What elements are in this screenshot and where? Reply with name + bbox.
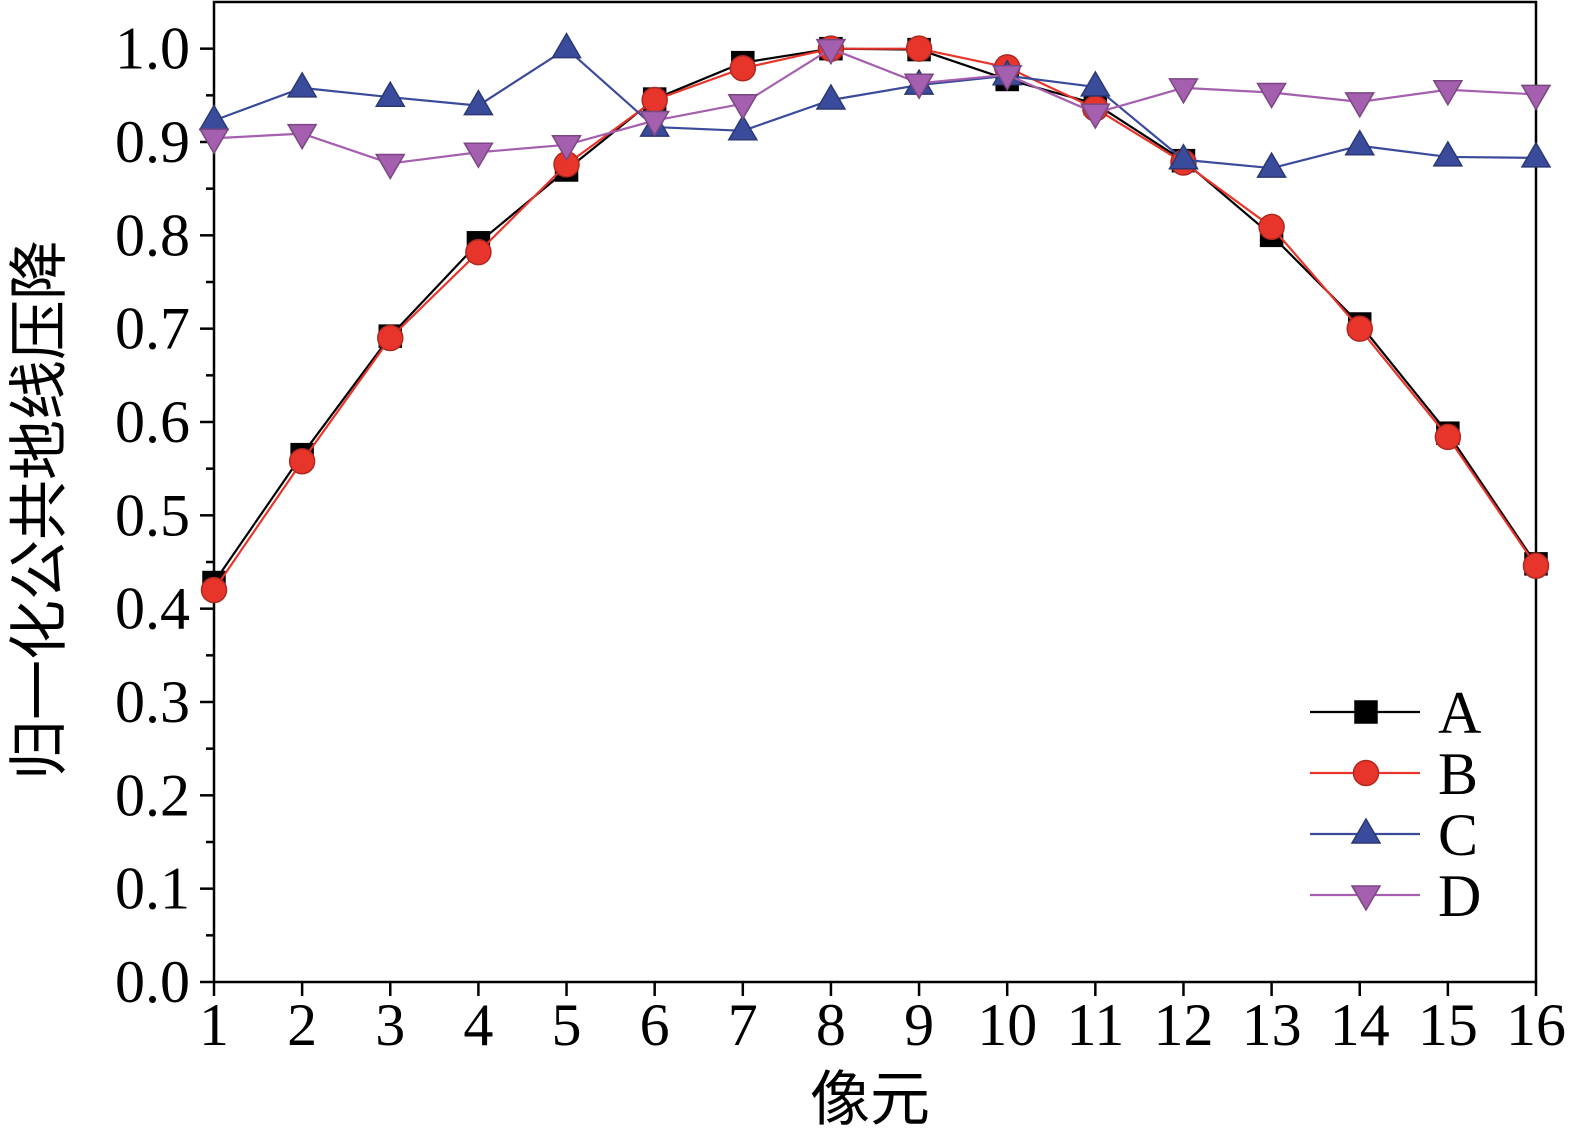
x-tick-label: 3 <box>375 992 405 1058</box>
series-A <box>202 36 1548 595</box>
series-B-point-3 <box>377 324 404 352</box>
x-axis: 1 2 3 4 5 6 7 8 9 10 11 12 13 14 15 16 <box>199 982 1566 1058</box>
series-C-point-11 <box>1080 70 1111 97</box>
legend-marker-B <box>1352 759 1380 787</box>
series-C-point-16 <box>1520 141 1552 168</box>
y-tick-label: 0.8 <box>115 202 190 268</box>
y-tick-label: 0.3 <box>115 669 190 735</box>
y-axis: 0.0 0.1 0.2 0.3 0.4 0.5 0.6 0.7 0.8 0.9 1.0 <box>115 16 214 1015</box>
legend-item-B: B <box>1310 741 1478 807</box>
x-tick-label: 6 <box>640 992 670 1058</box>
y-tick-label: 0.0 <box>115 949 190 1015</box>
series-C-line <box>213 47 1537 170</box>
x-tick-label: 11 <box>1066 992 1124 1058</box>
x-tick-label: 13 <box>1242 992 1302 1058</box>
series-D-point-3 <box>374 153 406 180</box>
series-C-point-15 <box>1432 140 1464 167</box>
legend-label-D: D <box>1438 863 1481 929</box>
legend-item-C: C <box>1310 802 1478 868</box>
series-B <box>200 35 1550 604</box>
legend-label-C: C <box>1438 802 1478 868</box>
series-B-line <box>213 47 1537 591</box>
y-axis-label: 归一化公共地线压降 <box>7 240 73 780</box>
series-B-point-7 <box>729 55 757 82</box>
series-C-point-12 <box>1168 143 1199 170</box>
y-tick-label: 0.6 <box>115 389 190 455</box>
series-D-line <box>213 47 1537 165</box>
series-C-point-5 <box>551 32 582 59</box>
x-tick-label: 16 <box>1506 992 1566 1058</box>
series-B-point-16 <box>1522 552 1550 579</box>
series-B-point-9 <box>905 35 933 62</box>
series-D-point-15 <box>1432 79 1464 107</box>
x-tick-label: 4 <box>463 992 493 1058</box>
series-B-point-6 <box>641 86 668 114</box>
x-tick-label: 2 <box>287 992 317 1058</box>
legend-item-D: D <box>1310 863 1481 929</box>
x-tick-label: 7 <box>728 992 758 1058</box>
x-tick-label: 14 <box>1330 992 1390 1058</box>
series-B-point-13 <box>1258 213 1285 241</box>
series-B-point-2 <box>288 447 316 475</box>
y-tick-label: 0.2 <box>115 762 190 828</box>
series-D-point-2 <box>286 123 318 151</box>
series-D-point-14 <box>1344 92 1376 119</box>
series-D-point-8 <box>815 38 847 66</box>
series-B-point-1 <box>200 576 228 604</box>
series-D-point-9 <box>903 73 935 100</box>
x-tick-label: 10 <box>977 992 1037 1058</box>
series-D-point-12 <box>1168 78 1199 105</box>
x-axis-label: 像元 <box>810 1067 930 1133</box>
legend-marker-A <box>1354 700 1378 724</box>
legend-item-A: A <box>1310 680 1481 746</box>
series-D-point-5 <box>551 135 582 162</box>
series-C-point-4 <box>463 89 494 116</box>
plot-frame <box>212 0 1538 984</box>
x-tick-label: 1 <box>199 992 229 1058</box>
series-C-point-2 <box>286 71 318 98</box>
series-C-point-8 <box>815 83 847 110</box>
y-tick-label: 0.9 <box>115 109 190 175</box>
series-D-point-10 <box>991 65 1023 92</box>
x-tick-label: 15 <box>1418 992 1478 1058</box>
y-tick-label: 0.4 <box>115 576 190 642</box>
plot-series <box>198 32 1552 604</box>
y-tick-label: 0.1 <box>115 856 190 922</box>
series-C-point-7 <box>727 114 759 141</box>
series-D <box>198 38 1552 180</box>
y-tick-label: 0.7 <box>115 296 190 362</box>
series-B-point-14 <box>1346 315 1373 342</box>
series-D-point-6 <box>639 110 670 138</box>
x-tick-label: 9 <box>904 992 934 1058</box>
series-D-point-11 <box>1080 103 1111 130</box>
series-C-point-14 <box>1344 129 1376 156</box>
series-C-point-3 <box>374 80 406 107</box>
x-tick-label: 8 <box>816 992 846 1058</box>
legend-marker-D <box>1350 885 1382 912</box>
series-D-point-16 <box>1520 84 1552 111</box>
legend-label-A: A <box>1438 680 1481 746</box>
x-tick-label: 12 <box>1153 992 1213 1058</box>
series-B-point-4 <box>465 238 492 266</box>
series-D-point-13 <box>1256 82 1287 110</box>
series-C-point-13 <box>1256 151 1287 178</box>
x-tick-label: 5 <box>552 992 582 1058</box>
y-tick-label: 1.0 <box>115 16 190 82</box>
legend-label-B: B <box>1438 741 1478 807</box>
series-D-point-1 <box>198 128 230 155</box>
series-D-point-4 <box>463 142 494 169</box>
legend-marker-C <box>1350 817 1382 844</box>
y-tick-label: 0.5 <box>115 482 190 548</box>
series-D-point-7 <box>727 93 759 121</box>
series-B-point-15 <box>1434 423 1462 451</box>
